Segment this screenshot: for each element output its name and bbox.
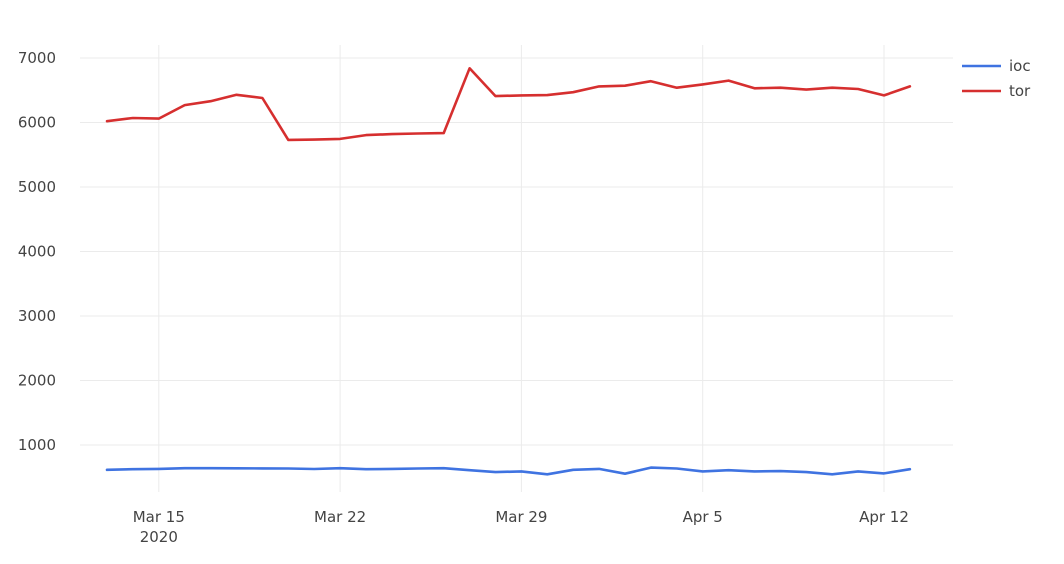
series-line-tor[interactable] — [105, 67, 912, 142]
x-tick-label: Mar 22 — [314, 508, 366, 526]
y-tick-label: 1000 — [18, 436, 56, 454]
legend[interactable]: ioc tor — [962, 57, 1031, 100]
y-tick-label: 5000 — [18, 178, 56, 196]
x-tick-label: Apr 12 — [859, 508, 909, 526]
y-tick-label: 3000 — [18, 307, 56, 325]
legend-label: tor — [1009, 82, 1031, 100]
legend-item-ioc[interactable]: ioc — [962, 57, 1031, 75]
x-tick-sublabel: 2020 — [140, 528, 178, 546]
x-tick-label: Mar 15 — [133, 508, 185, 526]
legend-item-tor[interactable]: tor — [962, 82, 1031, 100]
series-line-ioc[interactable] — [105, 466, 912, 476]
gridlines — [80, 45, 953, 492]
y-tick-label: 7000 — [18, 49, 56, 67]
y-tick-label: 2000 — [18, 372, 56, 390]
y-tick-label: 4000 — [18, 243, 56, 261]
legend-label: ioc — [1009, 57, 1031, 75]
x-tick-label: Apr 5 — [683, 508, 723, 526]
series-lines — [105, 67, 912, 476]
y-tick-label: 6000 — [18, 114, 56, 132]
x-tick-label: Mar 29 — [495, 508, 547, 526]
axis-ticks: 1000 2000 3000 4000 5000 6000 7000 Mar 15 2020 Ma… — [18, 49, 909, 546]
